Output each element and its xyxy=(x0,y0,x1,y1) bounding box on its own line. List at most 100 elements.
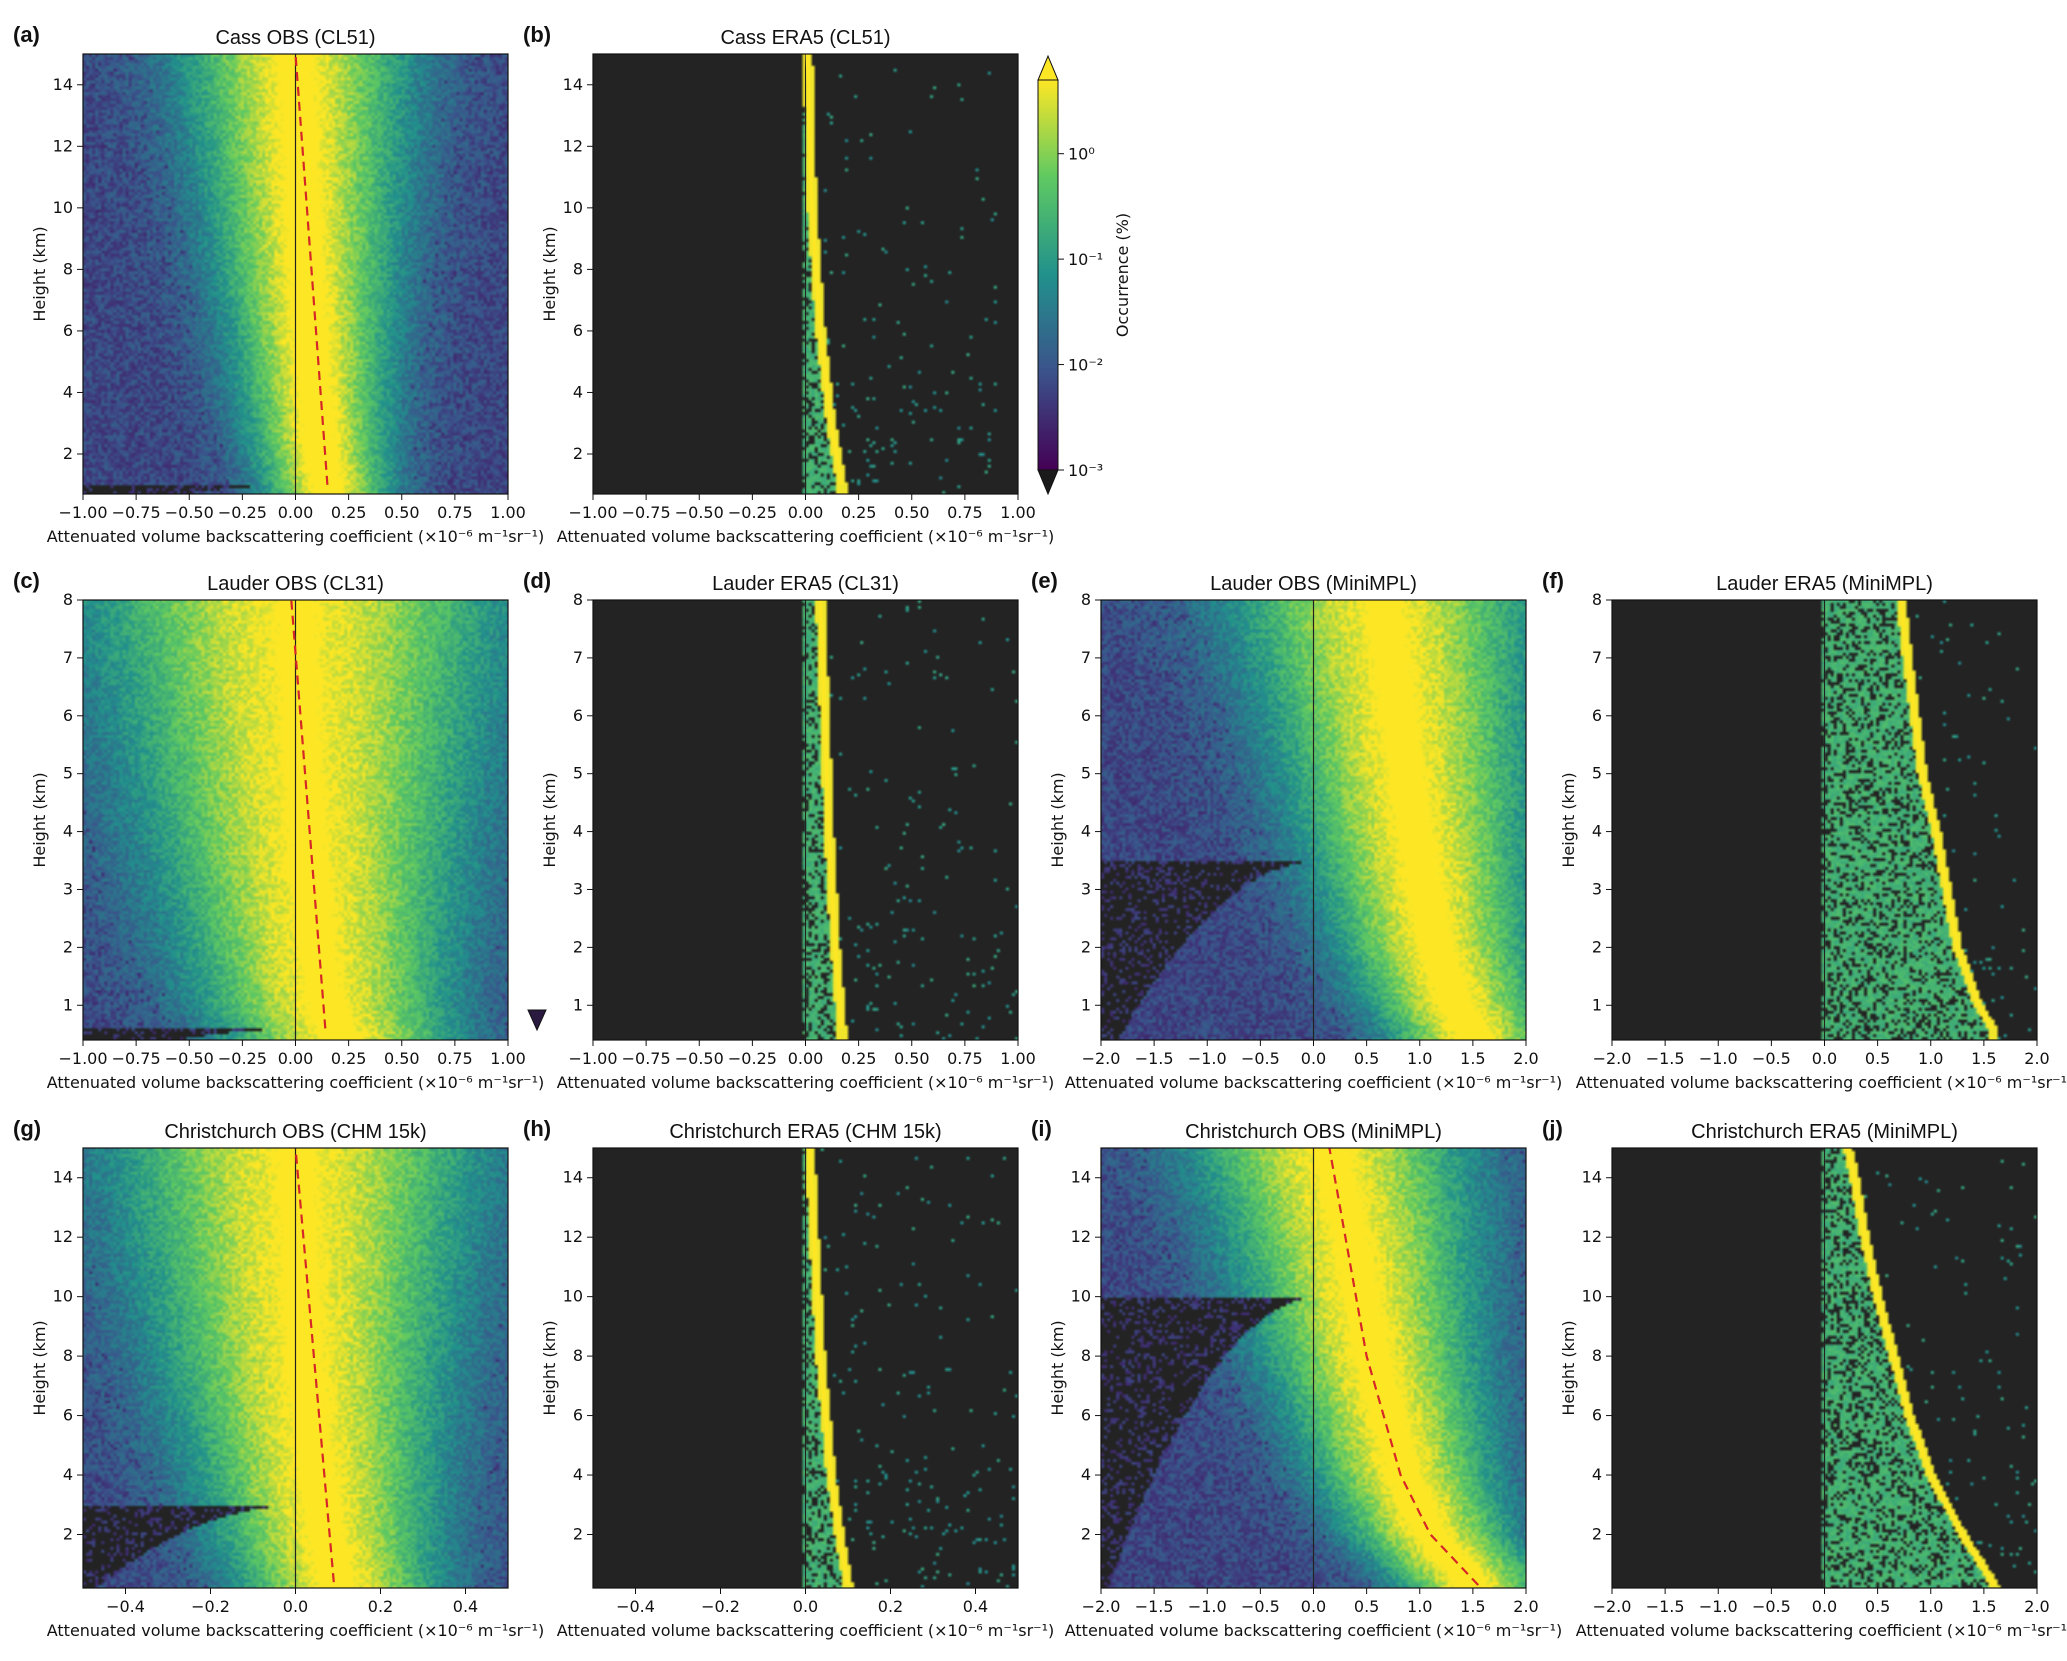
y-tick-label: 14 xyxy=(563,75,583,94)
x-tick-label: 0.4 xyxy=(963,1597,988,1616)
x-tick-label: 2.0 xyxy=(2024,1049,2049,1068)
panel-label: (j) xyxy=(1542,1116,1563,1141)
y-tick-label: 2 xyxy=(63,444,73,463)
x-tick-label: −1.00 xyxy=(568,503,617,522)
x-axis-label: Attenuated volume backscattering coeffic… xyxy=(47,527,545,546)
y-tick-label: 2 xyxy=(1081,1524,1091,1543)
colorbar-tick-label: 10⁻¹ xyxy=(1068,250,1103,269)
reference-dashed-line xyxy=(290,599,327,1029)
x-tick-label: −1.5 xyxy=(1646,1049,1685,1068)
y-tick-label: 8 xyxy=(573,590,583,609)
y-tick-label: 10 xyxy=(563,1287,583,1306)
x-tick-label: −0.5 xyxy=(1241,1597,1280,1616)
y-tick-label: 4 xyxy=(1081,822,1091,841)
y-axis-label: Height (km) xyxy=(540,1320,559,1415)
y-tick-label: 6 xyxy=(573,1406,583,1425)
panel-label: (e) xyxy=(1031,568,1058,593)
x-tick-label: 0.25 xyxy=(841,1049,877,1068)
ridge-line xyxy=(1899,599,1995,1030)
x-tick-label: 1.0 xyxy=(1918,1049,1943,1068)
x-tick-label: −0.5 xyxy=(1752,1049,1791,1068)
y-tick-label: 8 xyxy=(63,259,73,278)
x-tick-label: 0.0 xyxy=(793,1597,818,1616)
y-tick-label: 7 xyxy=(63,648,73,667)
y-tick-label: 6 xyxy=(573,706,583,725)
x-tick-label: 0.00 xyxy=(278,503,314,522)
y-tick-label: 4 xyxy=(1081,1465,1091,1484)
x-tick-label: −1.0 xyxy=(1699,1597,1738,1616)
y-tick-label: 4 xyxy=(1592,822,1602,841)
x-tick-label: 0.2 xyxy=(878,1597,903,1616)
x-tick-label: 0.0 xyxy=(1301,1049,1326,1068)
colorbar: 10⁰ 10⁻¹ 10⁻² 10⁻³ Occurrence (%) xyxy=(1037,54,1132,496)
y-tick-label: 6 xyxy=(573,321,583,340)
y-tick-label: 5 xyxy=(573,764,583,783)
x-tick-label: −0.5 xyxy=(1752,1597,1791,1616)
y-tick-label: 8 xyxy=(1592,590,1602,609)
x-axis-label: Attenuated volume backscattering coeffic… xyxy=(47,1073,545,1092)
y-tick-label: 12 xyxy=(1582,1227,1602,1246)
x-tick-label: −0.25 xyxy=(728,1049,777,1068)
colorbar-extend-min xyxy=(1037,469,1059,496)
x-tick-label: 0.00 xyxy=(788,503,824,522)
y-tick-label: 3 xyxy=(1081,879,1091,898)
x-tick-label: −1.0 xyxy=(1188,1597,1227,1616)
x-tick-label: −1.5 xyxy=(1646,1597,1685,1616)
y-tick-label: 12 xyxy=(563,1227,583,1246)
panel-title: Cass ERA5 (CL51) xyxy=(720,27,890,49)
x-tick-label: −0.75 xyxy=(622,503,671,522)
y-axis-label: Height (km) xyxy=(1048,772,1067,867)
y-tick-label: 3 xyxy=(63,879,73,898)
x-tick-label: 0.5 xyxy=(1865,1049,1890,1068)
colorbar-label: Occurrence (%) xyxy=(1113,213,1132,337)
x-tick-label: 1.0 xyxy=(1918,1597,1943,1616)
y-tick-label: 4 xyxy=(63,382,73,401)
x-tick-label: −2.0 xyxy=(1593,1597,1632,1616)
x-tick-label: 1.00 xyxy=(1000,503,1036,522)
panel-f: −2.0 −1.5 −1.0 −0.5 0.0 0.5 1.0 1.5 2.0 1 2 3 4 5 6 7 8 A… xyxy=(1542,568,2067,1092)
panel-b: −1.00 −0.75 −0.50 −0.25 0.00 0.25 0.50 0.75 1.00… xyxy=(523,22,1054,546)
x-tick-label: −0.2 xyxy=(191,1597,230,1616)
x-tick-label: −2.0 xyxy=(1593,1049,1632,1068)
panel-g: −0.4 −0.2 0.0 0.2 0.4 2 4 6 8 10 12 14 Attenuated vo… xyxy=(13,1116,544,1640)
x-tick-label: −0.50 xyxy=(165,1049,214,1068)
x-tick-label: 1.5 xyxy=(1971,1049,1996,1068)
y-tick-label: 5 xyxy=(1081,764,1091,783)
x-tick-label: −0.4 xyxy=(106,1597,145,1616)
y-axis-label: Height (km) xyxy=(1048,1320,1067,1415)
y-tick-label: 7 xyxy=(1592,648,1602,667)
y-tick-label: 14 xyxy=(1582,1168,1602,1187)
x-tick-label: 0.00 xyxy=(278,1049,314,1068)
x-tick-label: 0.50 xyxy=(384,1049,420,1068)
panel-label: (c) xyxy=(13,568,40,593)
x-tick-label: 0.50 xyxy=(894,503,930,522)
x-tick-label: 1.00 xyxy=(1000,1049,1036,1068)
y-tick-label: 1 xyxy=(1592,995,1602,1014)
panel-i: −2.0 −1.5 −1.0 −0.5 0.0 0.5 1.0 1.5 2.0 2 4 6 8 10 12 1… xyxy=(1031,1116,1562,1640)
x-tick-label: −0.2 xyxy=(701,1597,740,1616)
x-tick-label: 0.25 xyxy=(331,1049,367,1068)
x-tick-label: 0.50 xyxy=(894,1049,930,1068)
colorbar-tick-label: 10⁻² xyxy=(1068,356,1103,375)
panel-title: Lauder OBS (MiniMPL) xyxy=(1210,573,1417,595)
panel-title: Lauder ERA5 (CL31) xyxy=(712,573,899,595)
y-tick-label: 4 xyxy=(573,1465,583,1484)
y-tick-label: 14 xyxy=(53,1168,73,1187)
x-tick-label: 0.0 xyxy=(283,1597,308,1616)
x-tick-label: −0.4 xyxy=(616,1597,655,1616)
y-tick-label: 12 xyxy=(53,1227,73,1246)
y-tick-label: 10 xyxy=(53,1287,73,1306)
x-tick-label: 1.00 xyxy=(490,1049,526,1068)
x-tick-label: 0.0 xyxy=(1812,1597,1837,1616)
y-tick-label: 6 xyxy=(1081,706,1091,725)
y-tick-label: 8 xyxy=(1081,1346,1091,1365)
x-tick-label: 0.50 xyxy=(384,503,420,522)
y-tick-label: 2 xyxy=(1592,937,1602,956)
x-tick-label: −1.00 xyxy=(568,1049,617,1068)
extend-marker-icon xyxy=(527,1009,547,1032)
colorbar-gradient xyxy=(1037,79,1059,471)
x-tick-label: 0.5 xyxy=(1865,1597,1890,1616)
panel-d: −1.00 −0.75 −0.50 −0.25 0.00 0.25 0.50 0.75 1.00… xyxy=(523,568,1054,1092)
y-tick-label: 6 xyxy=(63,706,73,725)
y-tick-label: 7 xyxy=(573,648,583,667)
